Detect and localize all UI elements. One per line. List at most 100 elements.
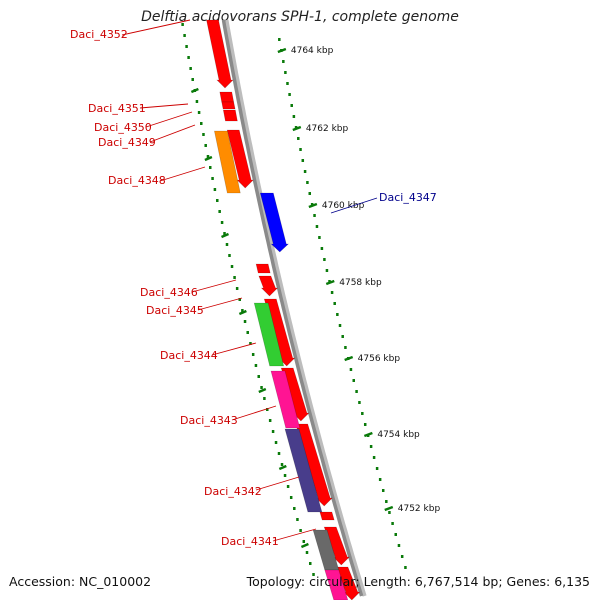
kbp-major-tick (325, 279, 335, 286)
tick-dot (189, 67, 192, 70)
tick-dot (333, 302, 336, 305)
tick-dot (286, 82, 289, 85)
tick-dot (191, 78, 194, 81)
tick-dot (257, 375, 260, 378)
gene-label-daci_4343: Daci_4343 (180, 414, 238, 427)
gene-label-daci_4349: Daci_4349 (98, 136, 156, 149)
tick-dot (220, 221, 224, 224)
tick-dot (254, 364, 258, 367)
tick-dot (283, 474, 287, 477)
leader-line (159, 166, 206, 182)
tick-dot (181, 23, 184, 26)
tick-dot (305, 551, 309, 554)
left-major-tick (258, 387, 267, 394)
gene-block-daci-4342 (284, 428, 323, 513)
tick-dot (263, 397, 266, 400)
left-major-tick (300, 542, 309, 549)
tick-dot (274, 441, 278, 444)
forward-gene-block (258, 275, 279, 297)
gene-block-daci-4348 (214, 130, 241, 194)
tick-dot (349, 368, 353, 371)
tick-dot (293, 507, 296, 510)
tick-dot (330, 291, 334, 294)
tick-dot (358, 401, 361, 404)
tick-dot (288, 93, 291, 96)
tick-dot (297, 137, 300, 140)
leader-line (272, 528, 317, 542)
gene-label-daci_4344: Daci_4344 (160, 349, 218, 362)
kbp-major-tick (277, 47, 287, 54)
tick-dot (246, 331, 249, 334)
gene-block-daci-4344 (253, 302, 285, 367)
gene-label-daci_4346: Daci_4346 (140, 286, 198, 299)
forward-gene-block (335, 566, 361, 600)
kbp-tick-label: 4762 kbp (306, 124, 349, 134)
forward-gene-block (222, 109, 238, 122)
leader-line (197, 297, 243, 311)
gene-label-daci_4341: Daci_4341 (221, 535, 279, 548)
gene-track (206, 19, 361, 600)
gene-label-daci_4342: Daci_4342 (204, 485, 262, 498)
tick-dot (378, 478, 382, 481)
tick-dot (266, 408, 269, 411)
tick-dot (251, 353, 255, 356)
backbone-line (221, 19, 364, 597)
tick-dot (249, 342, 252, 345)
tick-dot (352, 379, 355, 382)
tick-dot (361, 412, 364, 415)
tick-track: 4764 kbp 4762 kbp 4760 kbp 4758 kbp 4756 kbp… (181, 23, 440, 576)
tick-dot (302, 540, 306, 543)
left-major-tick (238, 309, 247, 316)
tick-dot (308, 562, 312, 565)
tick-dot (320, 247, 324, 250)
tick-dot (216, 199, 219, 202)
tick-dot (282, 60, 285, 63)
tick-dot (200, 122, 203, 125)
tick-dot (299, 148, 302, 151)
gene-label-daci_4352: Daci_4352 (70, 28, 128, 41)
tick-dot (341, 335, 344, 338)
tick-dot (385, 500, 388, 503)
tick-dot (225, 243, 229, 246)
gene-label-daci_4348: Daci_4348 (108, 174, 166, 187)
kbp-tick-label: 4754 kbp (377, 430, 420, 440)
tick-dot (391, 522, 394, 525)
gene-label-daci_4345: Daci_4345 (146, 304, 204, 317)
tick-dot (313, 214, 316, 217)
tick-dot (303, 170, 307, 173)
tick-dot (394, 533, 398, 536)
backbone-shadow (224, 19, 367, 597)
kbp-major-tick (363, 431, 373, 438)
tick-dot (280, 463, 284, 466)
left-major-tick (190, 87, 199, 94)
tick-dot (187, 56, 190, 59)
tick-dot (223, 232, 226, 235)
tick-dot (369, 445, 373, 448)
leader-line (231, 405, 277, 421)
leader-line (149, 124, 196, 143)
tick-dot (289, 496, 293, 499)
tick-dot (296, 518, 299, 521)
tick-dot (336, 313, 339, 316)
tick-dot (235, 287, 239, 290)
tick-dot (306, 181, 309, 184)
kbp-major-tick (308, 202, 318, 209)
label-layer: Daci_4352 Daci_4351 Daci_4350 Daci_4349 Daci… (70, 19, 437, 548)
tick-dot (271, 430, 275, 433)
tick-dot (233, 276, 236, 279)
tick-dot (230, 265, 234, 268)
genome-summary-text: Topology: circular; Length: 6,767,514 bp… (246, 574, 590, 589)
tick-dot (213, 188, 217, 191)
gene-block-partial (324, 569, 349, 600)
forward-gene-block (226, 129, 254, 189)
tick-dot (301, 159, 305, 162)
tick-dot (277, 452, 281, 455)
backbone-track (221, 19, 367, 597)
tick-dot (238, 298, 241, 301)
tick-dot (397, 544, 401, 547)
tick-dot (183, 34, 186, 37)
gene-block-daci-4343 (270, 370, 301, 429)
leader-line (191, 279, 237, 293)
left-major-tick (204, 155, 213, 162)
